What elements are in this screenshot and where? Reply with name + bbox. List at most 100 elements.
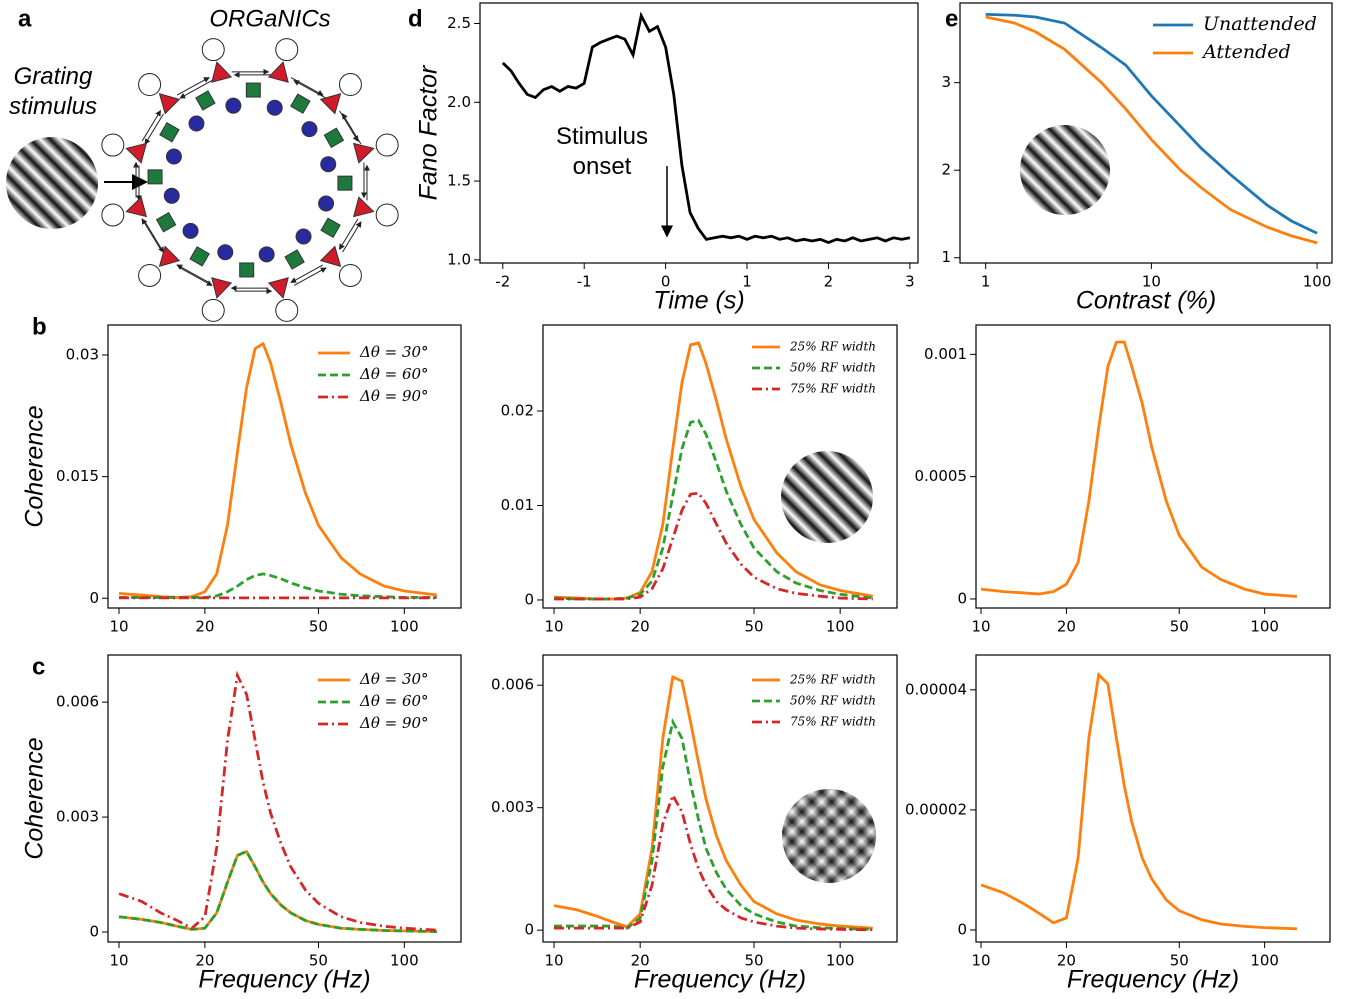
modulator-cell: [188, 115, 205, 132]
x-tick-label: -1: [577, 273, 592, 291]
modulator-cell: [266, 99, 283, 116]
modulator-cell: [258, 246, 275, 263]
panel-letter: e: [945, 5, 958, 32]
y-tick-label: 0: [524, 921, 534, 939]
annotation: Stimulus onset: [555, 123, 649, 180]
modulator-cell: [163, 187, 180, 204]
x-tick-label: 100: [826, 952, 855, 970]
x-tick-label: 100: [1250, 952, 1279, 970]
x-tick-label: 100: [1303, 273, 1332, 291]
x-tick-label: 20: [1057, 618, 1076, 636]
x-tick-label: 10: [544, 952, 563, 970]
principal-cell: [211, 61, 233, 83]
connection: [342, 221, 362, 253]
self-loop: [375, 133, 399, 157]
modulator-cell: [337, 175, 353, 191]
principal-cell: [125, 142, 148, 164]
y-tick-label: 0.0005: [915, 467, 968, 485]
y-tick-label: 0.03: [66, 346, 99, 364]
x-tick-label: 50: [1170, 952, 1189, 970]
x-tick-label: 20: [195, 952, 214, 970]
y-tick-label: 0.003: [491, 798, 534, 816]
connection: [293, 267, 327, 286]
axes-frame: [542, 654, 898, 943]
axes-frame: [959, 2, 1333, 264]
y-tick-label: 0: [89, 589, 99, 607]
x-tick-label: 0: [661, 273, 671, 291]
self-loop: [375, 203, 399, 227]
line-series: [980, 671, 1298, 931]
connection: [339, 218, 359, 251]
self-loop: [138, 263, 162, 287]
y-tick-label: 2: [941, 161, 951, 179]
legend-label: 75% RF width: [790, 715, 876, 729]
x-tick-label: 50: [744, 618, 763, 636]
legend-label: Attended: [1201, 41, 1291, 63]
modulator-cell: [290, 93, 311, 114]
y-tick-label: 0.006: [491, 676, 534, 694]
connection: [179, 267, 213, 286]
panel-letter: b: [32, 313, 47, 340]
modulator-cell: [239, 262, 255, 278]
self-loop: [201, 38, 225, 62]
x-tick-label: 20: [631, 618, 650, 636]
self-loop: [275, 298, 299, 322]
y-axis-label: Fano Factor: [415, 64, 443, 200]
legend-label: 50% RF width: [790, 361, 876, 375]
self-loop: [101, 203, 125, 227]
line-series: [501, 11, 911, 245]
modulator-cell: [155, 212, 177, 233]
connection: [176, 264, 210, 283]
principal-cell: [158, 245, 181, 267]
line-series: [118, 849, 437, 934]
modulator-cell: [189, 246, 210, 267]
connection: [179, 80, 213, 99]
self-loop: [101, 133, 125, 157]
organics-ring: [101, 38, 399, 322]
principal-cell: [211, 277, 233, 299]
modulator-cell: [323, 127, 345, 148]
x-tick-label: 10: [544, 618, 563, 636]
y-axis-label: Coherence: [21, 737, 49, 859]
modulator-cell: [301, 121, 318, 138]
line-series: [985, 12, 1318, 235]
axes-frame: [975, 324, 1331, 609]
modulator-cell: [245, 82, 261, 98]
principal-cell: [319, 93, 342, 115]
y-tick-label: 2.0: [447, 93, 471, 111]
legend-label: Δθ = 90°: [359, 714, 429, 732]
grating-stimulus: [6, 137, 98, 229]
legend-label: Δθ = 30°: [359, 670, 429, 688]
x-tick-label: 1: [981, 273, 991, 291]
line-series: [554, 491, 873, 601]
y-tick-label: 0: [89, 923, 99, 941]
y-axis-label: Coherence: [21, 405, 49, 527]
axes-frame: [542, 324, 898, 609]
x-tick-label: 50: [309, 618, 328, 636]
axes-frame: [107, 654, 462, 943]
y-tick-label: 0.00002: [905, 800, 967, 818]
connection: [339, 110, 359, 142]
legend-label: Δθ = 60°: [359, 692, 429, 710]
x-tick-label: 10: [1142, 273, 1161, 291]
x-tick-label: 20: [1057, 952, 1076, 970]
x-tick-label: 1: [742, 273, 752, 291]
self-loop: [338, 73, 362, 97]
legend-label: 25% RF width: [789, 340, 876, 354]
x-tick-label: 10: [109, 618, 128, 636]
x-tick-label: 20: [631, 952, 650, 970]
connection: [144, 113, 164, 145]
grating-inset: [781, 451, 873, 543]
line-series: [985, 15, 1318, 245]
self-loop: [338, 263, 362, 287]
legend-label: Unattended: [1203, 13, 1317, 35]
y-tick-label: 0.003: [56, 808, 99, 826]
axes-frame: [975, 654, 1331, 943]
x-tick-label: 10: [971, 952, 990, 970]
x-tick-label: 100: [826, 618, 855, 636]
legend-label: 50% RF width: [790, 694, 876, 708]
principal-cell: [158, 93, 181, 115]
modulator-cell: [295, 228, 312, 245]
modulator-cell: [225, 97, 242, 114]
